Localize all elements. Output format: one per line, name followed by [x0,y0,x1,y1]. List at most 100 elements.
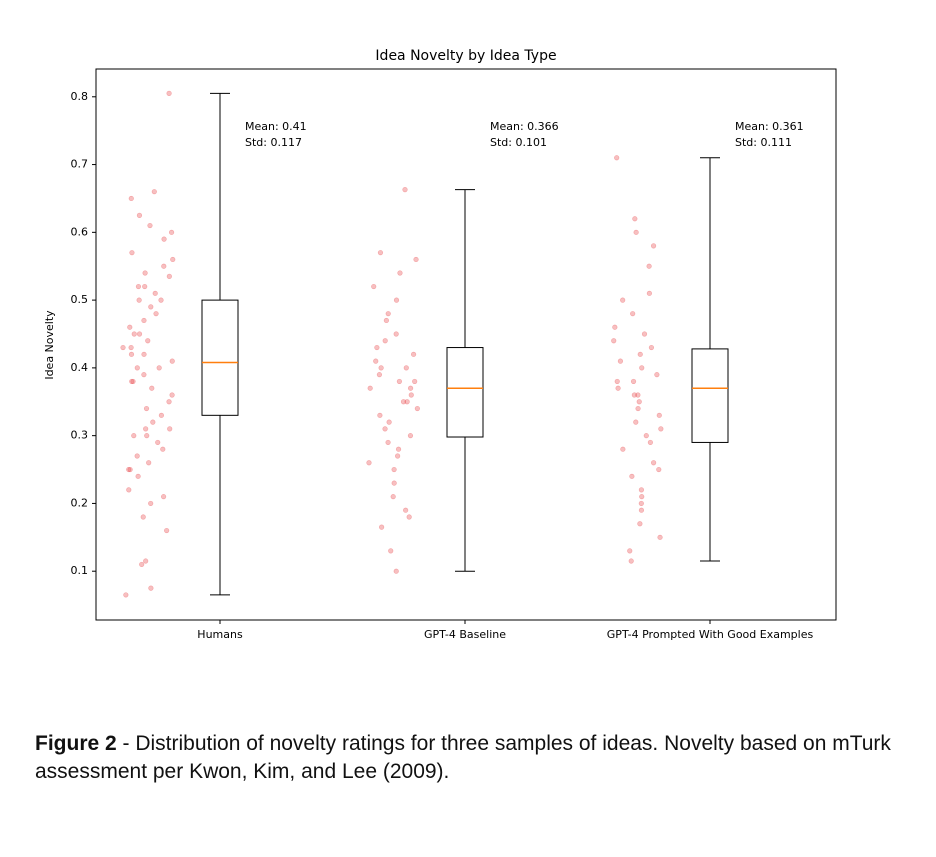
data-point [147,222,153,229]
data-point [143,405,150,412]
data-point [629,473,635,479]
caption-label: Figure 2 [35,732,117,755]
data-point [376,372,383,378]
data-point [141,351,147,357]
data-point [160,446,166,452]
data-point [128,351,135,357]
data-point [131,331,137,337]
data-point [129,378,135,385]
data-point [382,338,388,344]
data-point [657,534,663,540]
data-point [146,460,152,466]
data-point [158,297,164,303]
box [691,348,729,443]
data-point [150,419,156,425]
data-point [371,283,377,290]
data-point [374,344,380,351]
data-point [379,524,385,530]
data-point [131,433,137,439]
data-point [148,304,154,310]
data-point [153,311,159,317]
data-point [395,446,402,452]
data-point [149,385,155,391]
data-point [638,500,644,507]
y-tick-label: 0.5 [71,293,89,306]
data-point [646,290,652,296]
data-point [407,433,414,439]
box [446,347,484,438]
data-point [617,358,624,364]
data-point [134,453,140,459]
data-point [630,311,636,317]
annotation: Std: 0.111 [735,136,792,149]
data-point [637,351,643,357]
data-point [393,297,400,303]
data-point [127,466,133,473]
data-point [656,412,662,418]
data-point [643,433,649,439]
data-point [414,405,420,412]
data-point [638,487,645,493]
data-point [633,419,639,425]
data-point [377,250,384,256]
data-point [633,229,639,235]
data-point [166,399,172,405]
data-point [140,514,146,520]
data-point [170,256,176,263]
data-point [169,392,175,398]
data-point [412,378,418,385]
x-tick-label: GPT-4 Prompted With Good Examples [607,628,814,641]
data-point [408,392,414,398]
data-point [135,283,142,290]
data-point [628,558,634,564]
data-point [385,439,391,446]
data-point [612,324,618,330]
data-point [129,250,135,256]
data-point [377,412,383,418]
data-point [161,236,167,242]
data-point [152,290,158,296]
data-point [406,514,412,520]
data-point [120,344,126,351]
y-tick-label: 0.8 [71,90,89,103]
data-point [123,592,129,598]
y-tick-label: 0.2 [71,496,89,509]
data-point [383,317,389,324]
data-point [614,378,620,385]
data-point [635,405,641,412]
chart-title: Idea Novelty by Idea Type [375,48,556,64]
data-point [614,155,620,161]
plot-frame [95,68,837,621]
data-point [635,392,641,398]
data-point [134,365,140,371]
data-point [638,507,645,513]
data-point [611,338,617,344]
data-point [141,372,147,378]
data-point [142,270,148,276]
data-point [393,568,399,574]
x-tick-label: GPT-4 Baseline [424,628,506,641]
data-point [388,548,394,554]
data-point [156,365,162,371]
data-point [404,399,410,405]
data-point [390,494,396,500]
y-tick-label: 0.7 [71,158,89,171]
data-point [397,270,403,276]
data-point [627,548,633,554]
data-point [395,453,401,459]
data-point [151,189,157,195]
data-point [136,331,143,337]
data-point [367,385,373,391]
data-point [127,324,133,330]
data-point [656,466,662,473]
data-point [164,527,170,534]
y-tick-label: 0.1 [71,564,89,577]
data-point [391,480,397,486]
y-axis-label: Idea Novelty [43,310,56,380]
data-point [130,378,136,385]
data-point [385,311,391,317]
data-point [647,439,653,446]
data-point [402,187,408,193]
data-point [650,243,657,249]
annotation: Mean: 0.361 [735,120,804,133]
